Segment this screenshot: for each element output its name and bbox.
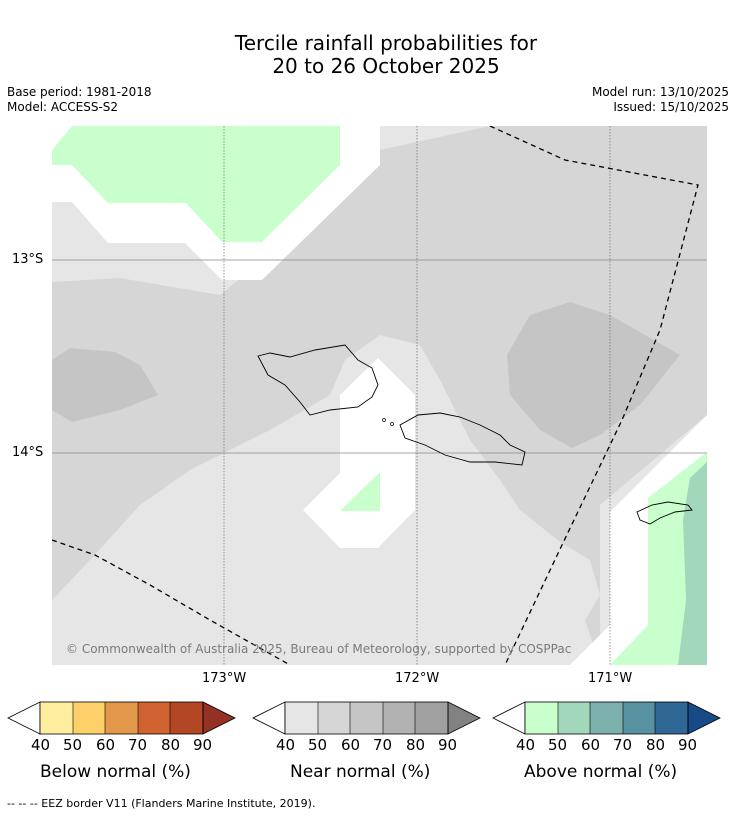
near-normal-60-west	[52, 348, 158, 422]
colorbar-near-normal	[252, 701, 481, 735]
tutuila-island-outline	[636, 501, 693, 525]
tick-label: 80	[406, 736, 426, 754]
tick-label: 80	[161, 736, 181, 754]
tick-label: 50	[308, 736, 328, 754]
tick-label: 70	[613, 736, 633, 754]
probability-field	[52, 126, 707, 665]
tick-label: 40	[276, 736, 296, 754]
colorbar-label-above: Above normal (%)	[524, 762, 678, 782]
tick-label: 70	[128, 736, 148, 754]
tick-label: 80	[646, 736, 666, 754]
meta-left: Base period: 1981-2018 Model: ACCESS-S2	[7, 85, 152, 115]
lon-label-171w: 171°W	[588, 671, 633, 686]
map-title: Tercile rainfall probabilities for 20 to…	[0, 32, 736, 78]
lon-label-173w: 173°W	[202, 671, 247, 686]
tick-label: 90	[438, 736, 458, 754]
eez-border-southwest	[52, 539, 291, 665]
base-period: Base period: 1981-2018	[7, 85, 152, 99]
lat-label-14s: 14°S	[12, 445, 44, 460]
colorbar-below-normal	[7, 701, 236, 735]
title-line-2: 20 to 26 October 2025	[272, 54, 500, 78]
issued-date: Issued: 15/10/2025	[613, 100, 729, 114]
tick-label: 40	[516, 736, 536, 754]
title-line-1: Tercile rainfall probabilities for	[234, 31, 538, 55]
tick-label: 50	[63, 736, 83, 754]
savaii-island-outline	[257, 344, 379, 416]
lat-label-13s: 13°S	[12, 252, 44, 267]
tick-label: 60	[581, 736, 601, 754]
colorbar-above-normal	[492, 701, 721, 735]
above-normal-40-north	[52, 126, 340, 242]
tick-label: 60	[341, 736, 361, 754]
tick-label: 70	[373, 736, 393, 754]
above-normal-50-east	[678, 462, 707, 665]
tick-label: 40	[31, 736, 51, 754]
lon-label-172w: 172°W	[395, 671, 440, 686]
copyright-notice: © Commonwealth of Australia 2025, Bureau…	[66, 642, 572, 656]
model-run: Model run: 13/10/2025	[591, 85, 729, 99]
above-normal-40-center	[340, 472, 380, 511]
tick-label: 90	[678, 736, 698, 754]
eez-footnote: -- -- -- EEZ border V11 (Flanders Marine…	[7, 797, 316, 810]
colorbar-label-near: Near normal (%)	[290, 762, 431, 782]
near-normal-60-east	[507, 302, 680, 448]
model-name: Model: ACCESS-S2	[7, 100, 119, 114]
colorbar-label-below: Below normal (%)	[40, 762, 191, 782]
upolu-island-outline	[399, 412, 526, 466]
above-normal-40-east	[610, 452, 707, 665]
tick-label: 90	[193, 736, 213, 754]
tick-label: 60	[96, 736, 116, 754]
eez-border-east	[489, 126, 699, 665]
meta-right: Model run: 13/10/2025 Issued: 15/10/2025	[592, 85, 729, 115]
tick-label: 50	[548, 736, 568, 754]
